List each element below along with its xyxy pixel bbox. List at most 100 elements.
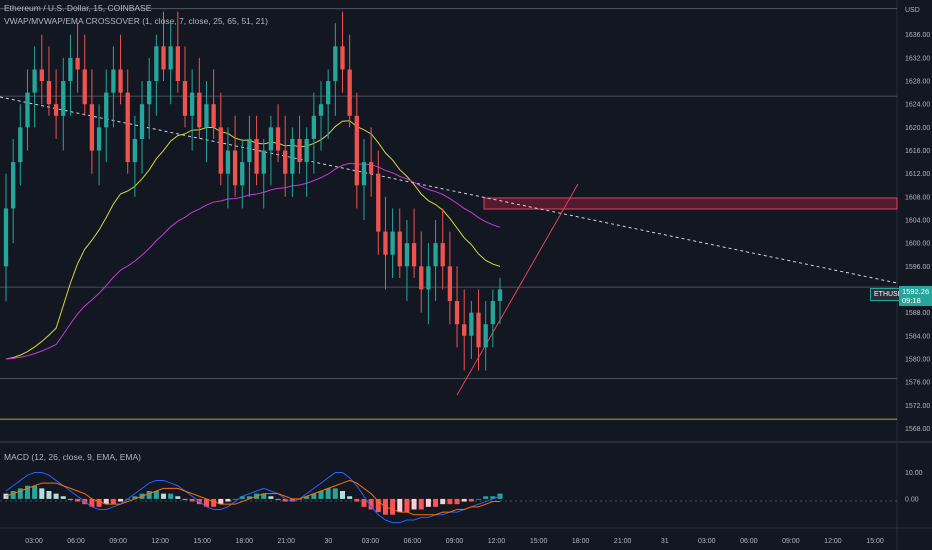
price-tick-label: 1588.00 bbox=[905, 310, 930, 317]
macd-histogram-bar bbox=[211, 498, 217, 507]
time-tick-label: 03:00 bbox=[698, 538, 716, 545]
candle-body bbox=[268, 127, 274, 151]
macd-histogram-bar bbox=[411, 498, 417, 510]
macd-histogram-bar bbox=[53, 493, 59, 499]
time-tick-label: 09:00 bbox=[109, 538, 127, 545]
candle-body bbox=[440, 243, 445, 267]
candle-body bbox=[311, 115, 317, 139]
candle-body bbox=[96, 127, 102, 151]
candle-body bbox=[39, 69, 44, 82]
macd-histogram-bar bbox=[103, 498, 109, 505]
candle-body bbox=[419, 266, 424, 290]
macd-histogram-bar bbox=[418, 498, 424, 510]
macd-legend[interactable]: MACD (12, 26, close, 9, EMA, EMA) bbox=[4, 452, 141, 462]
candle-body bbox=[232, 150, 238, 186]
macd-histogram-bar bbox=[339, 491, 345, 499]
candle-body bbox=[197, 92, 202, 128]
candle-body bbox=[347, 69, 352, 116]
macd-histogram-bar bbox=[46, 491, 52, 499]
candle-body bbox=[354, 115, 359, 186]
macd-histogram-bar bbox=[497, 493, 503, 499]
macd-histogram-bar bbox=[404, 498, 410, 513]
candle-body bbox=[333, 46, 338, 82]
macd-line bbox=[5, 472, 501, 524]
price-tick-label: 1572.00 bbox=[905, 403, 930, 410]
macd-histogram-bar bbox=[239, 496, 245, 499]
time-tick-label: 30 bbox=[324, 538, 332, 545]
ascending-trendline[interactable] bbox=[456, 183, 579, 396]
macd-histogram-bar bbox=[32, 485, 38, 499]
macd-histogram-bar bbox=[483, 496, 489, 499]
candlestick-series bbox=[3, 11, 503, 371]
macd-histogram-bar bbox=[132, 496, 138, 499]
price-tick-label: 1576.00 bbox=[905, 380, 930, 387]
candle-body bbox=[426, 266, 431, 290]
candle-body bbox=[211, 104, 216, 128]
macd-histogram-bar bbox=[24, 485, 30, 499]
candle-body bbox=[469, 312, 474, 336]
macd-histogram-bar bbox=[89, 498, 95, 507]
macd-histogram-bar bbox=[218, 498, 224, 505]
macd-histogram-bar bbox=[461, 498, 467, 502]
candle-body bbox=[454, 301, 460, 325]
macd-histogram-bar bbox=[168, 493, 174, 499]
time-tick-label: 12:00 bbox=[151, 538, 169, 545]
candle-body bbox=[304, 138, 309, 163]
time-tick-label: 09:00 bbox=[782, 538, 800, 545]
candle-body bbox=[53, 104, 59, 116]
ema-lines bbox=[5, 120, 501, 360]
candle-body bbox=[283, 150, 288, 174]
candle-body bbox=[32, 69, 37, 93]
resistance-zone[interactable] bbox=[483, 197, 898, 210]
macd-histogram-bar bbox=[361, 498, 367, 507]
macd-histogram-bar bbox=[397, 498, 403, 513]
macd-histogram-bar bbox=[182, 498, 188, 500]
time-tick-label: 12:00 bbox=[824, 538, 842, 545]
indicator-legend[interactable]: VWAP/MVWAP/EMA CROSSOVER (1, close, 7, c… bbox=[4, 16, 268, 26]
candle-body bbox=[218, 127, 223, 174]
macd-histogram-bar bbox=[347, 496, 353, 499]
price-tick-label: 1608.00 bbox=[905, 194, 930, 201]
macd-histogram-bar bbox=[225, 498, 231, 502]
time-tick-label: 15:00 bbox=[530, 538, 548, 545]
candle-body bbox=[462, 324, 467, 336]
macd-histogram-bar bbox=[246, 496, 252, 499]
macd-histogram-bar bbox=[368, 498, 374, 510]
macd-histogram-bar bbox=[490, 496, 496, 499]
macd-histogram-bar bbox=[161, 493, 167, 499]
macd-histogram-bar bbox=[468, 498, 474, 502]
candle-body bbox=[254, 138, 259, 174]
macd-histogram-bar bbox=[447, 498, 453, 505]
candle-body bbox=[175, 46, 180, 82]
price-tick-label: 1584.00 bbox=[905, 333, 930, 340]
candle-body bbox=[247, 138, 252, 163]
macd-histogram-bar bbox=[96, 498, 102, 507]
candle-body bbox=[82, 69, 87, 105]
candle-body bbox=[46, 81, 52, 105]
candle-body bbox=[411, 243, 417, 267]
candle-body bbox=[261, 150, 266, 174]
candle-body bbox=[11, 162, 16, 209]
price-tick-label: 1600.00 bbox=[905, 241, 930, 248]
time-tick-label: 12:00 bbox=[488, 538, 506, 545]
candle-body bbox=[104, 92, 109, 128]
price-tick-label: 1636.00 bbox=[905, 32, 930, 39]
candle-body bbox=[397, 231, 402, 267]
candle-body bbox=[3, 208, 9, 267]
macd-histogram-bar bbox=[311, 493, 317, 499]
macd-histogram-bar bbox=[289, 498, 295, 502]
candle-body bbox=[168, 46, 173, 70]
candle-body bbox=[318, 104, 324, 116]
price-tick-label: 1612.00 bbox=[905, 171, 930, 178]
candle-body bbox=[204, 104, 209, 128]
time-tick-label: 21:00 bbox=[614, 538, 632, 545]
macd-histogram-bar bbox=[17, 488, 23, 499]
candle-body bbox=[404, 243, 410, 267]
macd-histogram-bar bbox=[118, 498, 124, 502]
current-price-tag: 1592.26 09:18 bbox=[899, 286, 932, 306]
macd-histogram-bar bbox=[189, 498, 195, 502]
macd-histogram-bar bbox=[325, 488, 331, 499]
candle-body bbox=[433, 243, 438, 267]
chart-title[interactable]: Ethereum / U.S. Dollar, 15, COINBASE bbox=[4, 3, 152, 13]
